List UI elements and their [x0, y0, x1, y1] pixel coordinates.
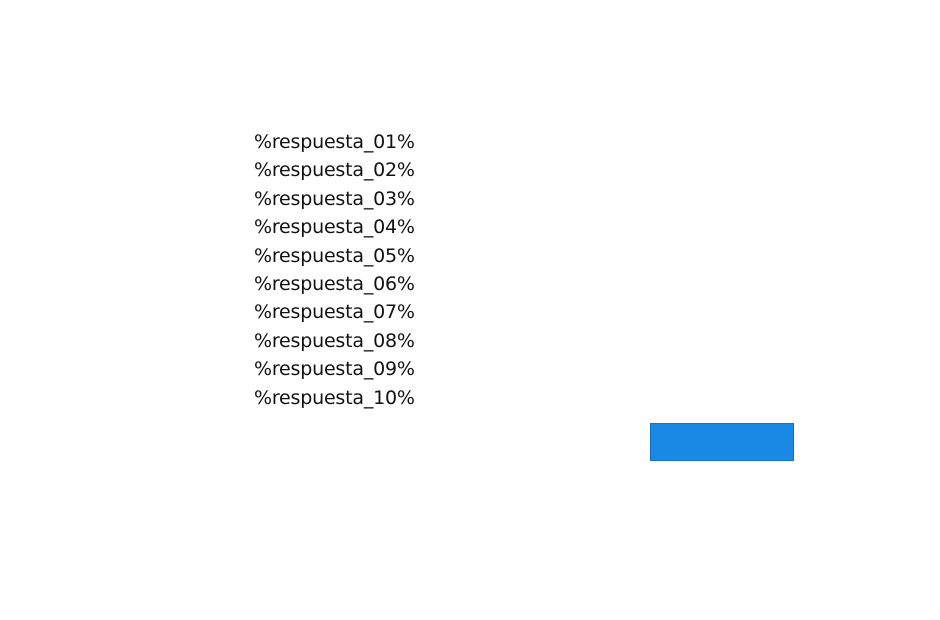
answer-item: %respuesta_03%	[254, 187, 415, 210]
answer-item: %respuesta_08%	[254, 329, 415, 352]
answer-item: %respuesta_04%	[254, 216, 415, 239]
answer-item: %respuesta_07%	[254, 301, 415, 324]
answer-item: %respuesta_02%	[254, 159, 415, 182]
answer-list: %respuesta_01% %respuesta_02% %respuesta…	[254, 128, 415, 412]
answer-item: %respuesta_06%	[254, 272, 415, 295]
answer-item: %respuesta_05%	[254, 244, 415, 267]
submit-button[interactable]	[650, 423, 794, 461]
answer-item: %respuesta_01%	[254, 131, 415, 153]
answer-item: %respuesta_10%	[254, 386, 415, 409]
answer-item: %respuesta_09%	[254, 358, 415, 381]
